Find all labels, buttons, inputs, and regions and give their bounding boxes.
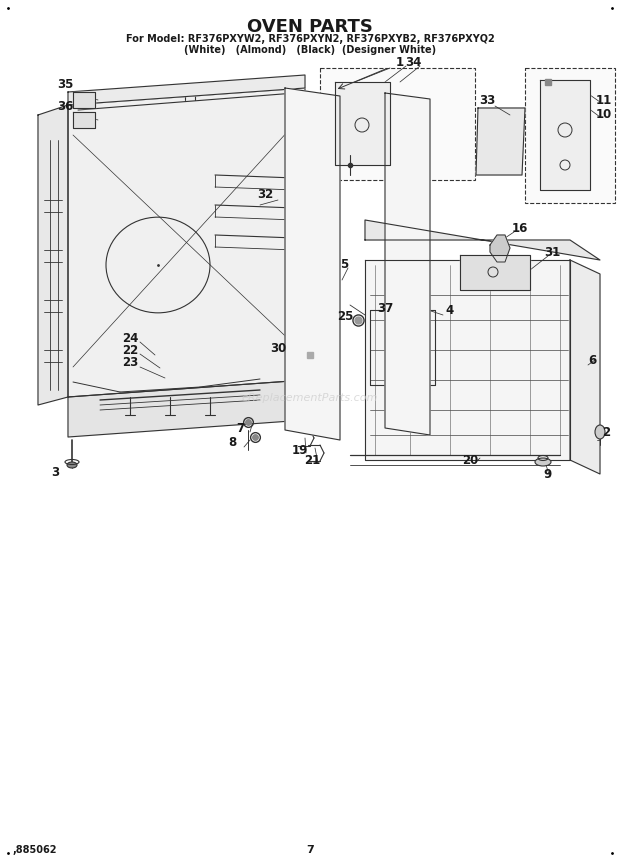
Polygon shape [73,92,95,108]
Text: 10: 10 [596,108,612,121]
Text: 9: 9 [544,468,552,480]
Text: ,885062: ,885062 [12,845,56,855]
Text: 11: 11 [596,94,612,107]
Polygon shape [335,82,390,165]
Polygon shape [460,255,530,290]
Text: 30: 30 [270,342,286,355]
Text: 1: 1 [396,55,404,69]
Text: 7: 7 [306,845,314,855]
Text: 5: 5 [340,258,348,271]
Text: 23: 23 [122,356,138,369]
Polygon shape [385,93,430,435]
Polygon shape [68,75,305,105]
Text: (White)   (Almond)   (Black)  (Designer White): (White) (Almond) (Black) (Designer White… [184,45,436,55]
Polygon shape [68,88,305,397]
Text: 22: 22 [122,344,138,356]
Polygon shape [285,88,340,440]
Text: 25: 25 [337,309,353,323]
Text: 34: 34 [405,55,421,69]
Text: 31: 31 [544,245,560,258]
Text: 19: 19 [292,443,308,456]
Polygon shape [68,380,305,437]
Text: 21: 21 [304,454,320,467]
Polygon shape [73,112,95,128]
Text: 35: 35 [57,78,73,91]
Polygon shape [490,235,510,262]
Ellipse shape [535,458,551,466]
Ellipse shape [67,462,77,468]
Text: 32: 32 [257,189,273,201]
Text: 16: 16 [512,221,528,234]
Polygon shape [38,105,68,405]
Text: 7: 7 [236,422,244,435]
Text: 33: 33 [479,94,495,107]
Polygon shape [365,220,600,260]
Text: 37: 37 [377,301,393,314]
Ellipse shape [595,425,605,439]
Text: For Model: RF376PXYW2, RF376PXYN2, RF376PXYB2, RF376PXYQ2: For Model: RF376PXYW2, RF376PXYN2, RF376… [126,34,494,44]
Text: 4: 4 [446,303,454,317]
Text: 8: 8 [228,437,236,449]
Bar [320,68,475,180]
Polygon shape [365,260,570,460]
Text: 36: 36 [57,100,73,113]
Text: 6: 6 [588,354,596,367]
Bar [525,68,615,203]
Text: 2: 2 [602,425,610,438]
Text: 24: 24 [122,331,138,344]
Text: 3: 3 [51,467,59,480]
Polygon shape [570,260,600,474]
Text: OVEN PARTS: OVEN PARTS [247,18,373,36]
Text: eReplacementParts.com: eReplacementParts.com [242,393,378,403]
Text: 20: 20 [462,454,478,467]
Polygon shape [540,80,590,190]
Polygon shape [476,108,525,175]
